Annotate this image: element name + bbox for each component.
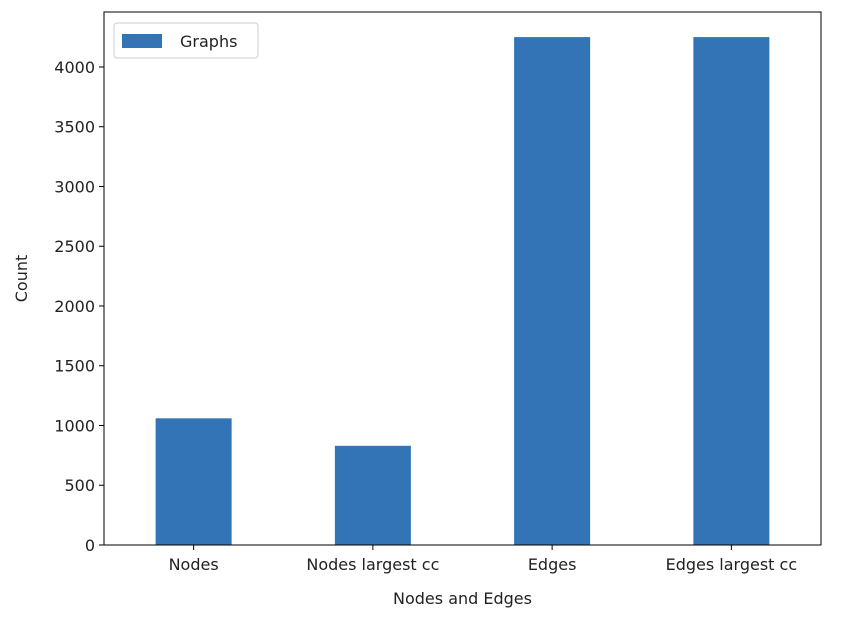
- bar-nodes-largest-cc: [334, 445, 411, 545]
- x-tick-label: Edges largest cc: [666, 555, 798, 574]
- x-ticks: Nodes Nodes largest cc Edges Edges largest …: [169, 545, 798, 574]
- x-tick-label: Edges: [528, 555, 577, 574]
- bars-group: [155, 37, 770, 546]
- y-ticks: 0 500 1000 1500 2000 2500 3000 3500 4000: [54, 58, 104, 555]
- legend-box: [113, 22, 259, 59]
- y-axis-label: Count: [12, 255, 31, 303]
- y-tick-label: 4000: [54, 58, 95, 77]
- y-tick-label: 3500: [54, 118, 95, 137]
- legend-label: Graphs: [180, 32, 237, 51]
- y-tick-label: 3000: [54, 177, 95, 196]
- bar-edges: [514, 37, 591, 546]
- x-tick-label: Nodes largest cc: [306, 555, 439, 574]
- y-tick-label: 2000: [54, 297, 95, 316]
- legend-swatch: [122, 34, 162, 48]
- y-tick-label: 2500: [54, 237, 95, 256]
- y-tick-label: 1000: [54, 416, 95, 435]
- x-tick-label: Nodes: [169, 555, 219, 574]
- legend: Graphs: [113, 22, 259, 59]
- y-tick-label: 500: [64, 476, 95, 495]
- bar-edges-largest-cc: [693, 37, 770, 546]
- y-tick-label: 0: [85, 536, 95, 555]
- plot-frame: [103, 11, 822, 546]
- x-axis-label: Nodes and Edges: [393, 589, 532, 608]
- bar-nodes: [155, 418, 232, 545]
- y-tick-label: 1500: [54, 357, 95, 376]
